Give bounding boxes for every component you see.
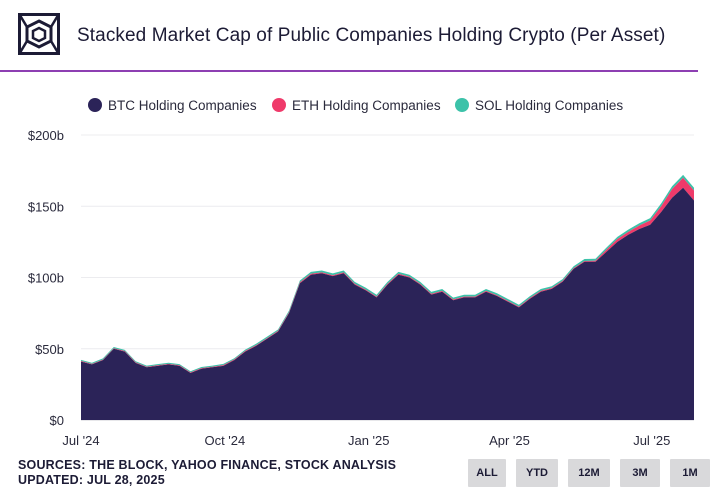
sources-footer: SOURCES: THE BLOCK, YAHOO FINANCE, STOCK…	[18, 458, 396, 488]
legend-label-1[interactable]: ETH Holding Companies	[292, 98, 441, 113]
chart-title: Stacked Market Cap of Public Companies H…	[77, 25, 666, 46]
x-tick-label: Jul '24	[62, 433, 99, 448]
stacked-area-chart: BTC Holding Companies ETH Holding Compani…	[28, 98, 694, 448]
chart-areas	[81, 174, 694, 420]
range-button-1m[interactable]: 1M	[670, 459, 710, 487]
y-tick-label: $150b	[28, 199, 64, 214]
updated-text: UPDATED: JUL 28, 2025	[18, 473, 165, 487]
range-button-group: ALL YTD 12M 3M 1M	[468, 459, 710, 487]
y-tick-label: $100b	[28, 271, 64, 286]
range-button-all[interactable]: ALL	[468, 459, 506, 487]
area-series-0	[81, 187, 694, 420]
range-button-12m[interactable]: 12M	[568, 459, 610, 487]
x-tick-label: Apr '25	[489, 433, 530, 448]
header-divider	[0, 70, 698, 72]
sources-text: SOURCES: THE BLOCK, YAHOO FINANCE, STOCK…	[18, 458, 397, 472]
y-tick-label: $0	[50, 413, 64, 428]
x-axis: Jul '24 Oct '24 Jan '25 Apr '25 Jul '25	[62, 433, 670, 448]
legend-marker-1	[272, 98, 286, 112]
legend-marker-2	[455, 98, 469, 112]
theblock-cube-logo-icon	[18, 13, 60, 55]
y-axis: $0 $50b $100b $150b $200b	[28, 128, 64, 428]
y-tick-label: $200b	[28, 128, 64, 143]
legend-label-2[interactable]: SOL Holding Companies	[475, 98, 623, 113]
header: Stacked Market Cap of Public Companies H…	[0, 0, 717, 72]
legend-label-0[interactable]: BTC Holding Companies	[108, 98, 257, 113]
x-tick-label: Oct '24	[204, 433, 245, 448]
y-tick-label: $50b	[35, 342, 64, 357]
range-button-ytd[interactable]: YTD	[516, 459, 558, 487]
chart-legend: BTC Holding Companies ETH Holding Compani…	[88, 98, 623, 113]
legend-marker-0	[88, 98, 102, 112]
x-tick-label: Jan '25	[348, 433, 390, 448]
x-tick-label: Jul '25	[633, 433, 670, 448]
range-button-3m[interactable]: 3M	[620, 459, 660, 487]
